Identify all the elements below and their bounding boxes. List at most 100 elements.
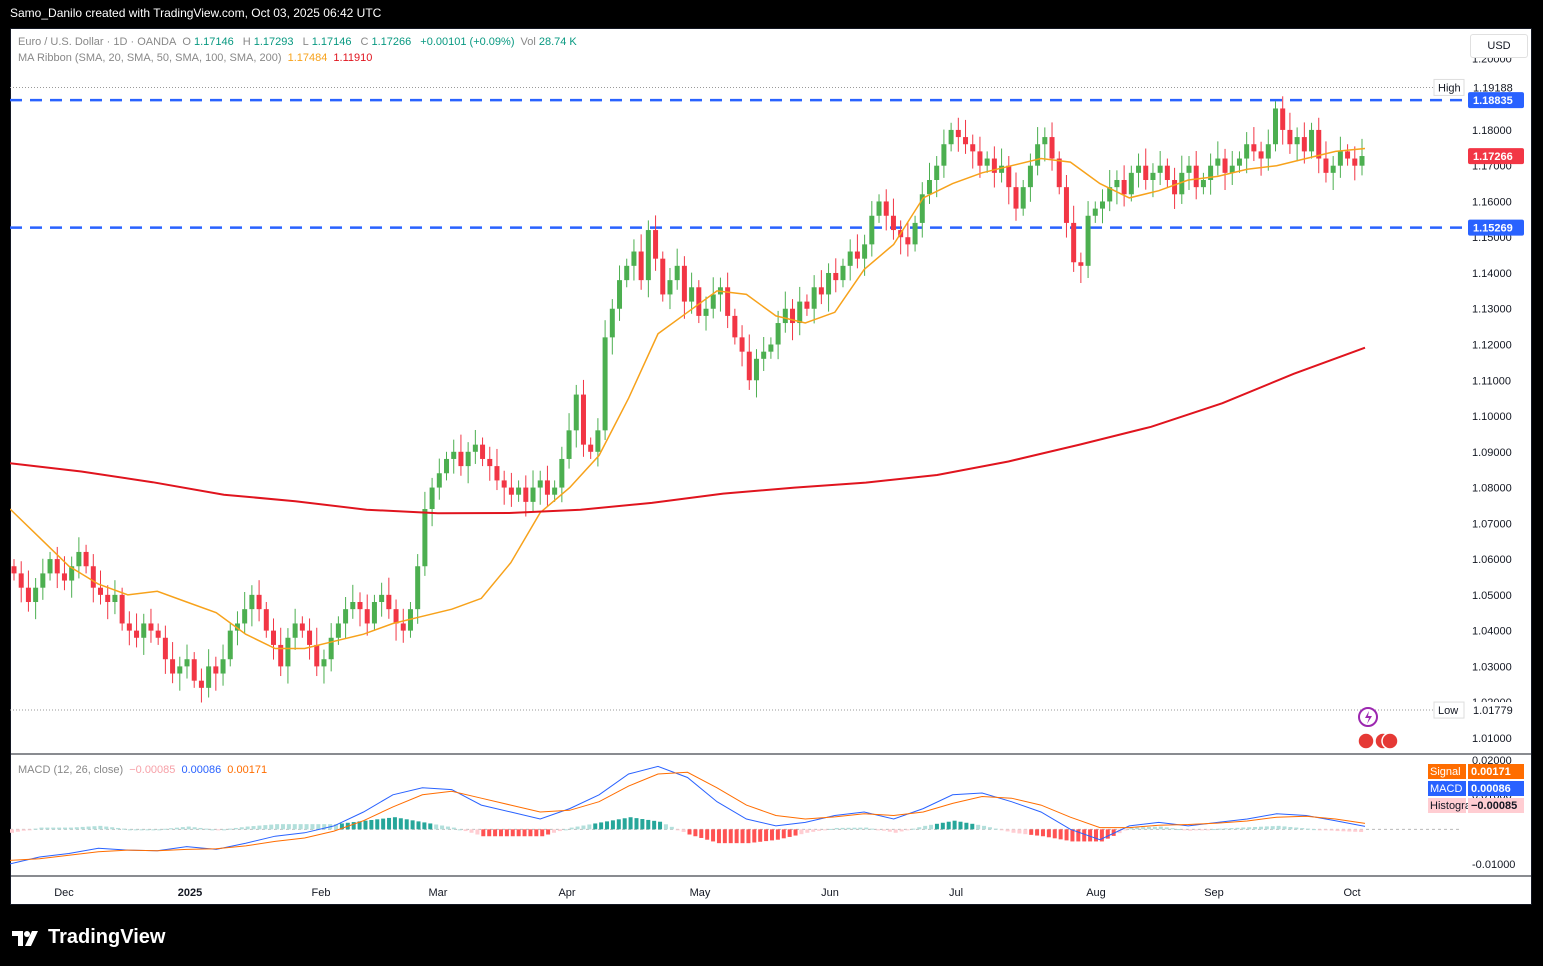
time-axis-label: Jul <box>949 887 963 899</box>
macd-histogram-bar <box>1270 826 1275 830</box>
macd-tag-label: MACD <box>1430 783 1462 795</box>
candle-body <box>444 458 450 474</box>
macd-histogram-bar <box>581 825 586 830</box>
candle-body <box>198 680 204 688</box>
macd-histogram-bar <box>911 828 916 830</box>
candle-body <box>1309 129 1315 152</box>
macd-histogram-bar <box>298 824 303 830</box>
candle-body <box>602 337 608 431</box>
time-axis-label: 2025 <box>178 887 202 899</box>
candle-body <box>544 480 550 495</box>
macd-histogram-bar <box>263 825 268 830</box>
macd-histogram-bar <box>281 824 285 830</box>
macd-histogram-bar <box>186 826 191 830</box>
candle-body <box>451 451 457 459</box>
currency-button[interactable]: USD <box>1470 34 1528 58</box>
macd-value-box <box>1468 781 1524 796</box>
candle-body <box>883 201 889 216</box>
candle-body <box>393 609 399 624</box>
macd-histogram-bar <box>982 825 987 830</box>
candle-body <box>33 587 39 603</box>
candle-body <box>1208 165 1214 180</box>
macd-histogram-bar <box>475 829 480 835</box>
candle-body <box>1128 172 1134 195</box>
candle-body <box>559 458 565 488</box>
candle-body <box>854 251 860 259</box>
macd-histogram-bar <box>1188 829 1193 831</box>
macd-histogram-bar <box>269 824 274 830</box>
candle-body <box>775 323 781 345</box>
candle-body <box>876 201 882 216</box>
macd-histogram-bar <box>799 829 804 835</box>
candle-body <box>999 165 1005 173</box>
close-value: 1.17266 <box>371 36 412 48</box>
macd-histogram-bar <box>787 829 792 837</box>
candle-body <box>696 287 702 316</box>
price-chart[interactable]: 1.200001.190001.180001.170001.160001.150… <box>10 28 1532 905</box>
candle-body <box>47 559 53 574</box>
candle-body <box>1337 151 1343 166</box>
chart-frame[interactable]: 1.200001.190001.180001.170001.160001.150… <box>10 28 1532 905</box>
candle-body <box>256 594 262 610</box>
macd-histogram-bar <box>68 827 73 830</box>
price-label-box <box>1468 79 1524 96</box>
ma-20-line <box>10 147 1366 650</box>
ma-200-line <box>10 346 1366 515</box>
candle-body <box>177 666 183 674</box>
macd-histogram-bar <box>987 827 992 830</box>
macd-histogram-bar <box>722 829 727 844</box>
macd-histogram-bar <box>834 827 839 830</box>
candle-body <box>11 566 17 574</box>
macd-histogram-bar <box>569 827 574 830</box>
macd-signal-value: 0.00171 <box>227 764 268 776</box>
macd-value-label: 0.00086 <box>1471 783 1511 795</box>
macd-histogram-bar <box>899 829 904 832</box>
price-label-value: 1.01779 <box>1473 705 1513 717</box>
macd-line <box>10 765 1366 865</box>
macd-histogram-bar <box>828 828 833 830</box>
macd-tag-box <box>1428 781 1466 796</box>
macd-histogram-bar <box>116 827 121 830</box>
macd-histogram-bar <box>286 824 291 830</box>
candle-body <box>645 230 651 281</box>
low-label: L <box>302 36 309 48</box>
macd-histogram-bar <box>1123 829 1128 831</box>
candle-body <box>508 487 514 495</box>
price-tick-label: 1.13000 <box>1472 304 1512 316</box>
us-flag-event-icon <box>1381 732 1399 750</box>
macd-histogram-bar <box>1017 829 1022 834</box>
macd-histogram-bar <box>823 829 827 831</box>
vol-value: 28.74 K <box>538 36 577 48</box>
signal-line <box>10 771 1366 861</box>
macd-histogram-bar <box>893 829 898 833</box>
macd-histogram-bar <box>334 824 339 830</box>
candle-body <box>112 594 118 603</box>
macd-histogram-bar <box>563 829 568 831</box>
candle-body <box>970 144 976 152</box>
macd-histogram-bar <box>440 825 445 830</box>
price-label-value: 1.15269 <box>1473 223 1513 235</box>
macd-histogram-bar <box>764 829 769 842</box>
candle-body <box>537 480 543 488</box>
candle-body <box>400 623 406 631</box>
macd-histogram-bar <box>858 827 863 830</box>
candle-body <box>1027 165 1033 188</box>
macd-histogram-bar <box>86 826 91 830</box>
macd-histogram-bar <box>1264 826 1269 830</box>
macd-histogram-bar <box>222 829 227 831</box>
macd-histogram-bar <box>463 829 468 832</box>
candle-body <box>350 602 356 610</box>
tradingview-logo[interactable]: TradingView <box>12 926 165 949</box>
macd-histogram-bar <box>522 829 527 837</box>
candle-body <box>1251 144 1257 152</box>
candle-body <box>1035 144 1041 166</box>
macd-histogram-bar <box>699 829 704 838</box>
candle-body <box>357 602 363 610</box>
macd-histogram-bar <box>1282 826 1287 830</box>
candle-body <box>148 623 154 631</box>
candle-body <box>948 129 954 145</box>
macd-histogram-bar <box>304 824 309 830</box>
candle-body <box>364 609 370 624</box>
candle-body <box>689 287 695 302</box>
macd-histogram-bar <box>1040 829 1045 837</box>
